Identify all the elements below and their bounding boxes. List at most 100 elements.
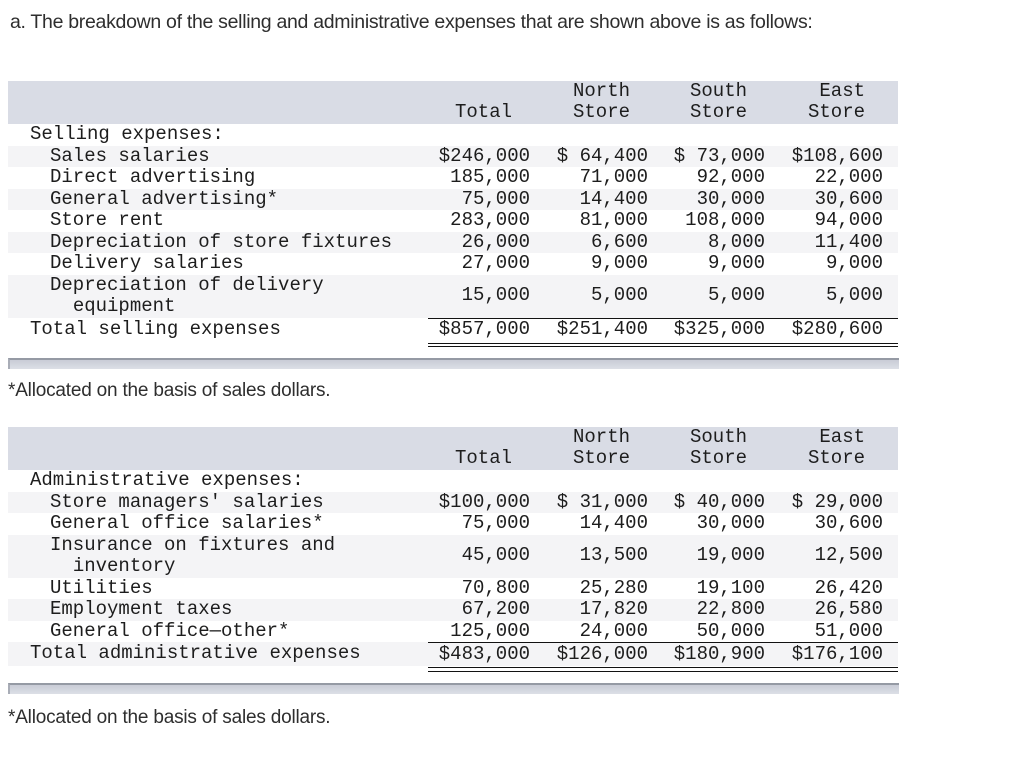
amount-cell: 25,280 bbox=[579, 576, 648, 599]
column-header: Total bbox=[428, 448, 530, 469]
amount-cell: $180,900 bbox=[673, 642, 765, 665]
amount-cell: 14,400 bbox=[579, 512, 648, 534]
double-rule-row bbox=[8, 342, 898, 347]
row-label: General office salaries* bbox=[50, 512, 324, 534]
amount-cell: 9,000 bbox=[590, 252, 648, 274]
amount-cell: $126,000 bbox=[556, 642, 648, 665]
column-header-line: North bbox=[572, 80, 630, 102]
column-header-line: Store bbox=[689, 101, 747, 123]
double-rule-row bbox=[8, 666, 898, 672]
amount-cell: 5,000 bbox=[825, 284, 883, 307]
row-values: 185,000 71,000 92,000 22,000 bbox=[428, 166, 898, 189]
page-title: a. The breakdown of the selling and admi… bbox=[10, 11, 813, 33]
amount-cell: 19,000 bbox=[696, 544, 765, 567]
double-rule bbox=[428, 342, 898, 347]
table-row: Employment taxes 67,200 17,820 22,800 26,580 bbox=[8, 598, 898, 621]
table-row: Selling expenses: bbox=[8, 123, 898, 146]
amount-cell: 9,000 bbox=[707, 252, 765, 274]
row-label: General advertising* bbox=[50, 187, 279, 210]
amount-cell: $ 64,400 bbox=[556, 144, 648, 167]
table-row: General office salaries* 75,000 14,400 30,0… bbox=[8, 512, 898, 535]
amount-cell: 71,000 bbox=[579, 166, 648, 188]
horizontal-scrollbar[interactable] bbox=[8, 358, 899, 369]
amount-cell: $ 40,000 bbox=[673, 490, 765, 513]
amount-cell: 50,000 bbox=[696, 619, 765, 642]
row-label: Administrative expenses: bbox=[30, 469, 304, 491]
column-header-line: Total bbox=[454, 447, 512, 469]
row-values: $100,000 $ 31,000 $ 40,000 $ 29,000 bbox=[428, 490, 898, 514]
amount-cell: 283,000 bbox=[450, 209, 530, 231]
row-values: 283,000 81,000 108,000 94,000 bbox=[428, 209, 898, 232]
amount-cell: 19,100 bbox=[696, 576, 765, 599]
amount-cell: 24,000 bbox=[579, 619, 648, 642]
selling-expenses-table: Total North Store South Store East Store Sellin… bbox=[8, 81, 898, 347]
amount-cell: 30,000 bbox=[696, 512, 765, 534]
row-values bbox=[428, 470, 898, 492]
amount-cell: 51,000 bbox=[814, 619, 883, 642]
amount-cell: $325,000 bbox=[673, 318, 765, 341]
row-label: General office—other* bbox=[50, 619, 290, 642]
amount-cell: 70,800 bbox=[461, 576, 530, 599]
amount-cell: 15,000 bbox=[461, 284, 530, 307]
table-row: Insurance on fixtures and inventory 45,00… bbox=[8, 533, 898, 578]
row-values: 45,000 13,500 19,000 12,500 bbox=[428, 535, 898, 578]
double-rule-spacer bbox=[8, 666, 428, 672]
table-header-row: Total North Store South Store East Store bbox=[8, 81, 898, 124]
row-values: 27,000 9,000 9,000 9,000 bbox=[428, 252, 898, 275]
table-row: Sales salaries $246,000 $ 64,400 $ 73,000 $1… bbox=[8, 144, 898, 168]
table-row: Store managers' salaries $100,000 $ 31,000… bbox=[8, 490, 898, 514]
table-row: Administrative expenses: bbox=[8, 469, 898, 492]
row-values: 15,000 5,000 5,000 5,000 bbox=[428, 275, 898, 318]
table-row: Depreciation of store fixtures 26,000 6,60… bbox=[8, 230, 898, 253]
row-label: Selling expenses: bbox=[30, 123, 224, 145]
row-label: Store rent bbox=[50, 209, 165, 231]
column-header: South Store bbox=[648, 427, 765, 469]
table-header-row: Total North Store South Store East Store bbox=[8, 427, 898, 470]
amount-cell: 5,000 bbox=[707, 284, 765, 307]
amount-cell: 92,000 bbox=[696, 166, 765, 188]
allocation-footnote: *Allocated on the basis of sales dollars… bbox=[8, 380, 331, 401]
table-row: Direct advertising 185,000 71,000 92,000 22,… bbox=[8, 166, 898, 189]
row-label: Depreciation of delivery equipment bbox=[50, 273, 324, 317]
amount-cell: 75,000 bbox=[461, 512, 530, 534]
column-header-line: Store bbox=[572, 447, 630, 469]
amount-cell: 67,200 bbox=[461, 598, 530, 620]
table-row: Utilities 70,800 25,280 19,100 26,420 bbox=[8, 576, 898, 600]
amount-cell: $280,600 bbox=[791, 318, 883, 341]
row-label: Depreciation of store fixtures bbox=[50, 230, 393, 253]
amount-cell: 13,500 bbox=[579, 544, 648, 567]
row-values bbox=[428, 124, 898, 146]
row-label: Direct advertising bbox=[50, 166, 256, 188]
column-header-line: Store bbox=[807, 101, 865, 123]
column-header: Total bbox=[428, 102, 530, 123]
column-header-line: South bbox=[689, 426, 747, 448]
table-row: General advertising* 75,000 14,400 30,000 30… bbox=[8, 187, 898, 211]
column-header-line: Store bbox=[807, 447, 865, 469]
row-label: Insurance on fixtures and inventory bbox=[50, 533, 336, 577]
amount-cell: 94,000 bbox=[814, 209, 883, 231]
amount-cell: $ 73,000 bbox=[673, 144, 765, 167]
row-values: $483,000 $126,000 $180,900 $176,100 bbox=[428, 642, 898, 666]
row-values: 75,000 14,400 30,000 30,600 bbox=[428, 187, 898, 211]
row-label: Total administrative expenses bbox=[30, 642, 361, 665]
column-header: South Store bbox=[648, 81, 765, 123]
horizontal-scrollbar[interactable] bbox=[8, 682, 899, 694]
row-label: Sales salaries bbox=[50, 144, 210, 167]
amount-cell: 12,500 bbox=[814, 544, 883, 567]
amount-cell: 17,820 bbox=[579, 598, 648, 620]
column-header-line: Total bbox=[454, 101, 512, 123]
amount-cell: 5,000 bbox=[590, 284, 648, 307]
amount-cell: 75,000 bbox=[461, 187, 530, 210]
row-values: $246,000 $ 64,400 $ 73,000 $108,600 bbox=[428, 144, 898, 168]
amount-cell: 45,000 bbox=[461, 544, 530, 567]
amount-cell: 22,000 bbox=[814, 166, 883, 188]
row-label: Delivery salaries bbox=[50, 252, 244, 274]
column-header: East Store bbox=[765, 427, 883, 469]
amount-cell: 6,600 bbox=[590, 230, 648, 253]
double-rule bbox=[428, 667, 898, 672]
amount-cell: 11,400 bbox=[814, 230, 883, 253]
amount-cell: $251,400 bbox=[556, 318, 648, 341]
row-label: Total selling expenses bbox=[30, 317, 281, 340]
amount-cell: $176,100 bbox=[791, 642, 883, 665]
amount-cell: 30,600 bbox=[814, 512, 883, 534]
